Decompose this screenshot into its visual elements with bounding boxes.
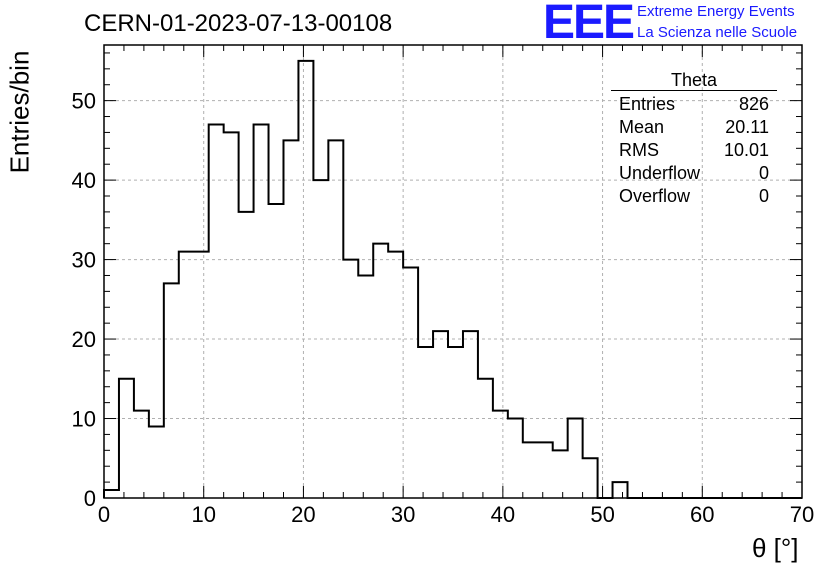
stats-box: Theta Entries 826 Mean 20.11 RMS 10.01 U…	[611, 70, 777, 208]
logo-line-2: La Scienza nelle Scuole	[637, 24, 798, 41]
stats-label: Entries	[619, 94, 676, 114]
x-tick-label: 0	[98, 502, 110, 527]
histogram-series	[103, 59, 802, 499]
histogram-bin	[508, 419, 523, 498]
histogram-bin	[209, 124, 224, 498]
stats-label: RMS	[619, 140, 659, 160]
x-tick-label: 40	[491, 502, 515, 527]
histogram-bin	[343, 260, 358, 498]
x-tick-label: 10	[191, 502, 215, 527]
y-tick-label: 30	[72, 248, 96, 273]
stats-value: 20.11	[725, 117, 769, 137]
stats-divider	[611, 90, 777, 91]
chart-title: CERN-01-2023-07-13-00108	[84, 10, 393, 37]
stats-value: 0	[758, 163, 769, 183]
histogram-bin	[553, 450, 568, 498]
y-tick-label: 50	[72, 89, 96, 114]
x-axis-label: θ [°]	[752, 533, 799, 563]
histogram-bin	[568, 419, 583, 498]
histogram-bin	[373, 244, 388, 498]
histogram-bin	[433, 331, 448, 498]
y-tick-label: 10	[72, 407, 96, 432]
x-tick-label: 70	[790, 502, 814, 527]
histogram-bin	[164, 283, 179, 498]
histogram-bin	[283, 140, 298, 498]
x-tick-label: 50	[590, 502, 614, 527]
histogram-bin	[358, 275, 373, 498]
stats-label: Underflow	[619, 163, 701, 183]
x-tick-label: 30	[391, 502, 415, 527]
histogram-bin	[179, 252, 194, 498]
x-tick-label: 20	[291, 502, 315, 527]
plot-frame	[103, 44, 803, 499]
histogram-bin	[538, 442, 553, 498]
y-tick-label: 0	[84, 486, 96, 511]
logo-line-1: Extreme Energy Events	[637, 3, 795, 20]
stats-value: 10.01	[723, 140, 769, 160]
stats-row-underflow: Underflow 0	[611, 162, 777, 185]
histogram-bin	[418, 347, 433, 498]
histogram-bin	[388, 252, 403, 498]
stats-value: 826	[738, 94, 769, 114]
stats-label: Overflow	[619, 186, 691, 206]
y-axis-label: Entries/bin	[4, 50, 35, 174]
stats-label: Mean	[619, 117, 665, 137]
histogram-bin	[269, 204, 284, 498]
histogram-bin	[298, 61, 313, 498]
stats-title: Theta	[670, 70, 718, 90]
eee-logo: EEE	[543, 0, 635, 49]
histogram-bin	[583, 458, 598, 498]
histogram-bin	[104, 490, 119, 498]
histogram-bin	[149, 426, 164, 498]
histogram-bin	[224, 132, 239, 498]
stats-row-rms: RMS 10.01	[611, 139, 777, 162]
histogram-bin	[613, 482, 628, 498]
histogram-bin	[493, 411, 508, 498]
histogram-bin	[478, 379, 493, 498]
stats-value: 0	[758, 186, 769, 206]
y-tick-label: 20	[72, 327, 96, 352]
histogram-bin	[239, 212, 254, 498]
histogram-bin	[403, 268, 418, 498]
histogram-bin	[523, 442, 538, 498]
stats-row-overflow: Overflow 0	[611, 185, 777, 208]
histogram-bin	[134, 411, 149, 498]
stats-row-mean: Mean 20.11	[611, 116, 777, 139]
stats-row-entries: Entries 826	[611, 93, 777, 116]
histogram-bin	[448, 347, 463, 498]
histogram-bin	[328, 140, 343, 498]
histogram-bin	[119, 379, 134, 498]
x-tick-label: 60	[690, 502, 714, 527]
y-tick-label: 40	[72, 168, 96, 193]
histogram-bin	[463, 331, 478, 498]
histogram-bin	[194, 252, 209, 498]
